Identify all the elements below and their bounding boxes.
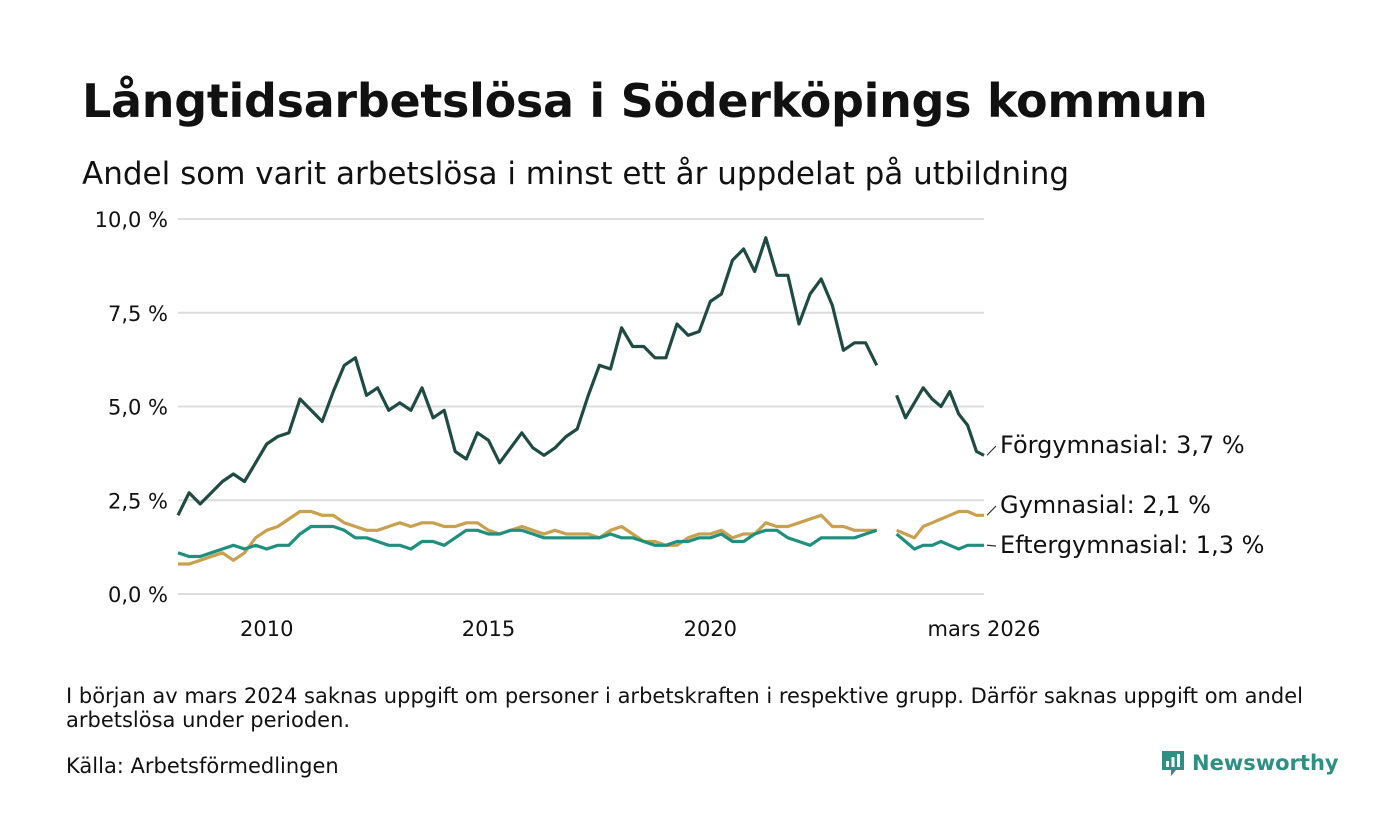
x-axis-ticks: 2010 2015 2020 mars 2026 — [240, 617, 1041, 641]
y-tick-label: 10,0 % — [95, 208, 168, 232]
series-line-gymnasial — [895, 509, 984, 540]
newsworthy-logo[interactable]: Newsworthy — [1160, 748, 1339, 778]
footnote: I början av mars 2024 saknas uppgift om … — [66, 684, 1303, 732]
end-labels: Förgymnasial: 3,7 % Gymnasial: 2,1 % Efter… — [986, 431, 1264, 559]
source-text: Källa: Arbetsförmedlingen — [66, 754, 339, 778]
end-label-förgymnasial: Förgymnasial: 3,7 % — [1000, 431, 1245, 459]
y-tick-label: 5,0 % — [108, 396, 168, 420]
end-label-eftergymnasial: Eftergymnasial: 1,3 % — [1000, 531, 1264, 559]
chart-title: Långtidsarbetslösa i Söderköpings kommun — [82, 74, 1208, 128]
series-line-eftergymnasial — [895, 532, 984, 551]
series-line-förgymnasial — [176, 236, 879, 517]
y-tick-label: 2,5 % — [108, 489, 168, 513]
grid-lines — [178, 218, 984, 595]
y-axis-ticks: 0,0 % 2,5 % 5,0 % 7,5 % 10,0 % — [95, 208, 168, 607]
series-line-gymnasial — [178, 509, 877, 566]
x-tick-label: 2020 — [684, 617, 737, 641]
chart-subtitle: Andel som varit arbetslösa i minst ett å… — [82, 156, 1070, 192]
series-line-eftergymnasial — [177, 524, 878, 559]
x-tick-label: 2015 — [462, 617, 515, 641]
label-leader-line — [986, 445, 997, 456]
series-lines — [176, 236, 985, 566]
y-tick-label: 7,5 % — [108, 302, 168, 326]
x-tick-label: mars 2026 — [927, 617, 1040, 641]
newsworthy-icon — [1162, 751, 1184, 776]
brand-name: Newsworthy — [1192, 751, 1339, 775]
label-leader-line — [986, 544, 997, 547]
series-line-förgymnasial — [895, 386, 985, 457]
x-tick-label: 2010 — [240, 617, 293, 641]
y-tick-label: 0,0 % — [108, 583, 168, 607]
end-label-gymnasial: Gymnasial: 2,1 % — [1000, 491, 1211, 519]
label-leader-line — [986, 505, 997, 516]
